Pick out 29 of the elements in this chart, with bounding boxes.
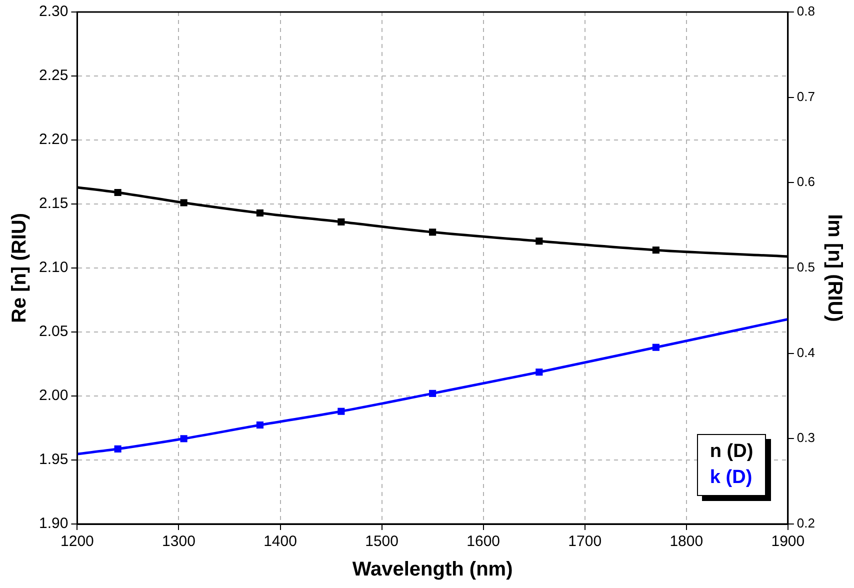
y-tick-label: 2.25 [38, 67, 68, 84]
y2-tick-label: 0.7 [796, 88, 816, 104]
y2-axis-title: Im [n] (RIU) [823, 214, 846, 322]
y2-tick-label: 0.8 [796, 4, 816, 19]
y2-tick-label: 0.2 [796, 516, 816, 531]
y2-tick-label: 0.3 [796, 430, 816, 446]
y-tick-label: 2.00 [38, 387, 68, 404]
y2-tick-label: 0.4 [796, 344, 816, 360]
y-tick-label: 1.95 [38, 451, 68, 468]
x-tick-label: 1600 [466, 533, 500, 550]
y2-tick-label: 0.6 [796, 174, 816, 190]
y-tick-label: 2.20 [38, 131, 68, 148]
x-tick-label: 1300 [162, 533, 196, 550]
x-tick-label: 1900 [771, 533, 805, 550]
text: n (D) [710, 440, 754, 464]
x-tick-label: 1800 [670, 533, 704, 550]
x-axis-title: Wavelength (nm) [352, 558, 513, 581]
x-tick-label: 1500 [365, 533, 398, 550]
x-tick-label: 1700 [568, 533, 602, 550]
y-tick-label: 2.05 [38, 323, 68, 340]
x-tick-label: 1200 [60, 533, 94, 550]
y-tick-label: 2.15 [38, 195, 68, 212]
y-tick-label: 1.90 [38, 515, 68, 532]
text: k (D) [710, 466, 754, 490]
y2-tick-label: 0.5 [796, 260, 816, 275]
x-tick-label: 1400 [264, 533, 297, 550]
y-axis-title: Re [n] (RIU) [8, 213, 31, 323]
y-tick-label: 2.10 [38, 259, 68, 276]
y-tick-label: 2.30 [38, 3, 68, 20]
